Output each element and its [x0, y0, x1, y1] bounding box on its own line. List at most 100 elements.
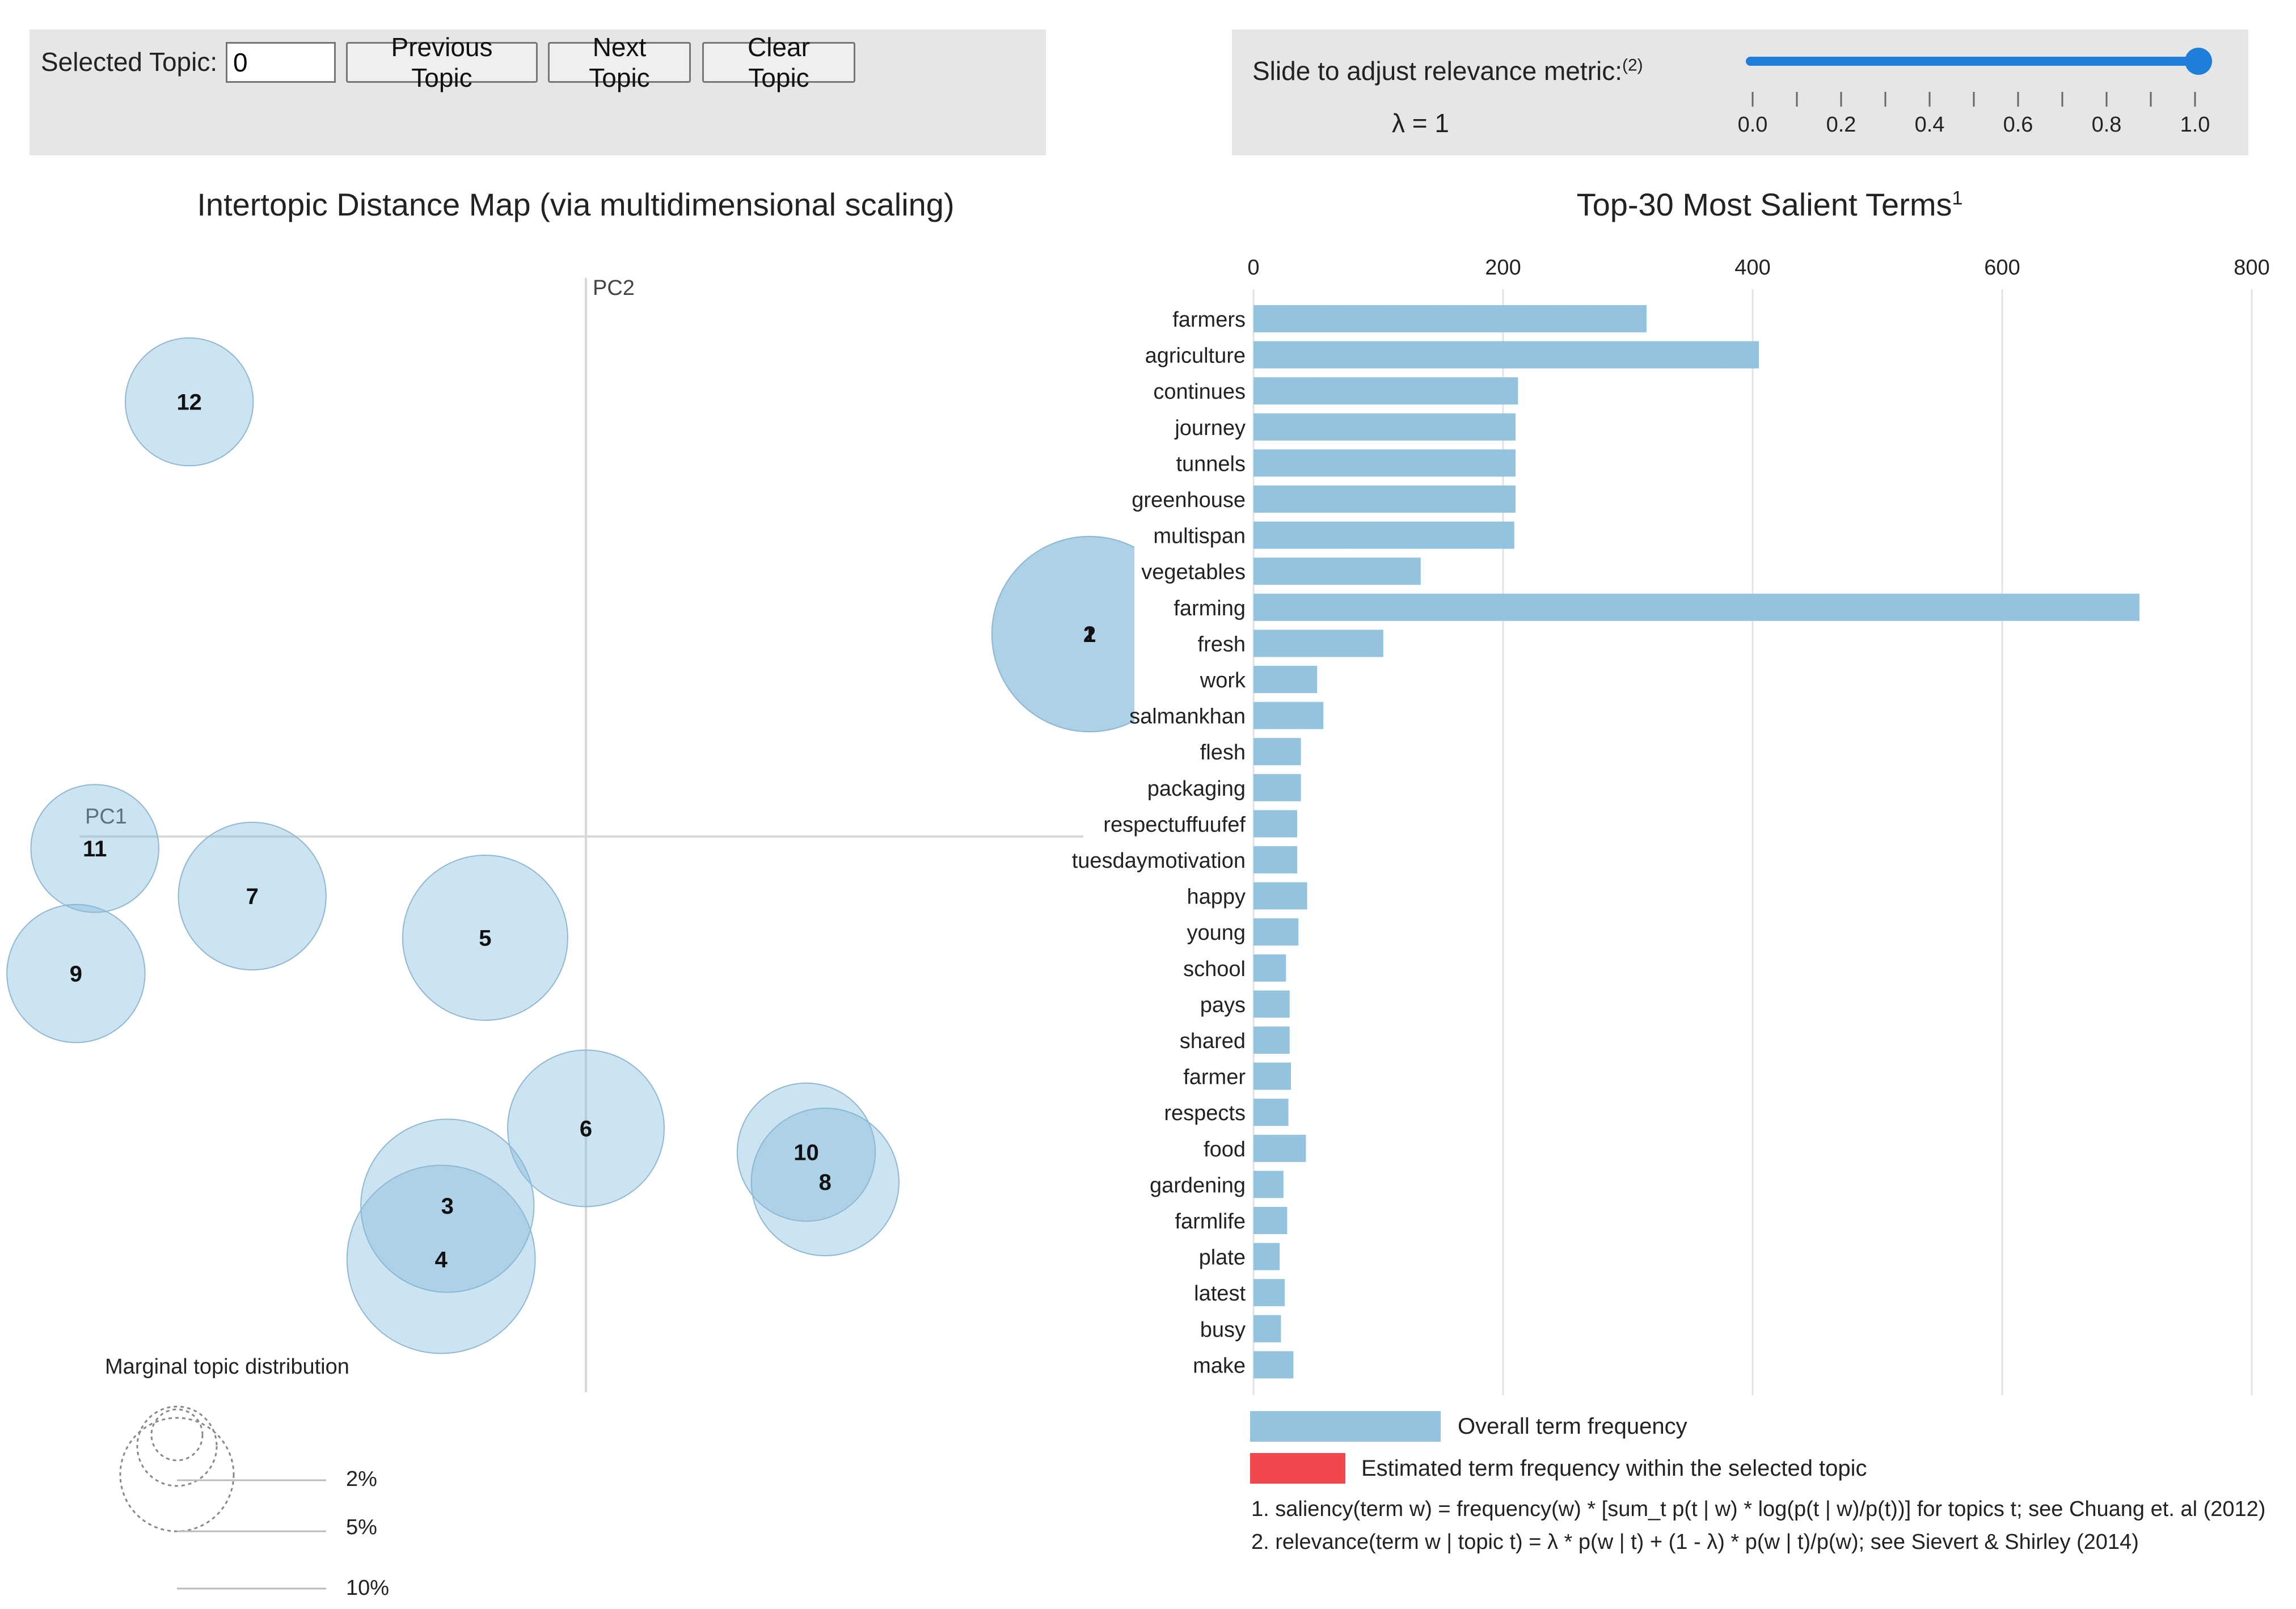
term-bar-school[interactable] — [1253, 954, 1286, 982]
term-bar-latest[interactable] — [1253, 1279, 1285, 1307]
legend-level-5: 5% — [346, 1515, 377, 1539]
term-label[interactable]: busy — [1200, 1318, 1246, 1342]
term-bar-respectuffuufef[interactable] — [1253, 810, 1297, 838]
term-bar-respects[interactable] — [1253, 1099, 1289, 1126]
slider-tick-label: 1.0 — [2180, 113, 2210, 137]
term-label[interactable]: food — [1204, 1138, 1246, 1162]
term-bar-farmers[interactable] — [1253, 305, 1647, 332]
term-label[interactable]: farmer — [1183, 1066, 1246, 1089]
term-bar-farming[interactable] — [1253, 593, 2139, 621]
term-label[interactable]: pays — [1200, 993, 1246, 1017]
term-bar-pays[interactable] — [1253, 990, 1290, 1018]
term-bar-happy[interactable] — [1253, 882, 1307, 910]
topic-label-11: 11 — [83, 837, 107, 861]
term-bar-agriculture[interactable] — [1253, 341, 1759, 369]
term-label[interactable]: respects — [1164, 1101, 1246, 1125]
legend-overall-label: Overall term frequency — [1458, 1414, 1687, 1439]
term-bar-fresh[interactable] — [1253, 630, 1383, 657]
term-bar-shared[interactable] — [1253, 1027, 1290, 1054]
slider-tick-label: 0.2 — [1826, 113, 1856, 137]
term-label[interactable]: young — [1187, 921, 1246, 945]
term-bar-farmer[interactable] — [1253, 1062, 1291, 1090]
term-label[interactable]: work — [1200, 669, 1246, 692]
term-bar-make[interactable] — [1253, 1351, 1294, 1379]
term-bar-journey[interactable] — [1253, 413, 1516, 441]
topic-bubble-6[interactable] — [507, 1049, 665, 1207]
topic-label-10: 10 — [794, 1141, 819, 1165]
topic-bubble-12[interactable] — [125, 337, 254, 467]
term-label[interactable]: journey — [1174, 416, 1246, 440]
term-label[interactable]: latest — [1194, 1282, 1246, 1306]
term-bar-multispan[interactable] — [1253, 521, 1514, 549]
salient-terms-legend: Overall term frequency Estimated term fr… — [1250, 1411, 1867, 1484]
term-label[interactable]: continues — [1153, 380, 1246, 404]
lambda-value: λ = 1 — [1392, 108, 1450, 138]
next-topic-button[interactable]: Next Topic — [548, 32, 691, 92]
previous-topic-button[interactable]: Previous Topic — [346, 32, 538, 92]
term-bar-food[interactable] — [1253, 1134, 1306, 1162]
relevance-panel — [1232, 29, 2248, 155]
term-label[interactable]: make — [1193, 1354, 1246, 1378]
term-label[interactable]: tunnels — [1176, 452, 1246, 476]
term-label[interactable]: respectuffuufef — [1103, 813, 1246, 837]
term-bar-farmlife[interactable] — [1253, 1207, 1288, 1234]
term-label[interactable]: fresh — [1198, 632, 1246, 656]
slider-tick-label: 0.4 — [1915, 113, 1945, 137]
selected-topic-label: Selected Topic: — [41, 47, 218, 77]
clear-topic-button[interactable]: Clear Topic — [702, 32, 855, 92]
footnote-relevance: 2. relevance(term w | topic t) = λ * p(w… — [1251, 1530, 2139, 1554]
term-label[interactable]: school — [1183, 957, 1246, 981]
topic-label-12: 12 — [176, 390, 202, 415]
term-bar-vegetables[interactable] — [1253, 558, 1421, 585]
term-bar-gardening[interactable] — [1253, 1171, 1284, 1198]
relevance-slider-thumb[interactable] — [2185, 48, 2212, 75]
relevance-slider-track[interactable] — [1746, 57, 2198, 66]
term-label[interactable]: multispan — [1153, 525, 1246, 548]
topic-label-9: 9 — [70, 962, 82, 987]
term-bar-busy[interactable] — [1253, 1315, 1281, 1342]
term-bar-tuesdaymotivation[interactable] — [1253, 846, 1297, 873]
term-bar-work[interactable] — [1253, 666, 1318, 693]
topic-bubble-3[interactable] — [360, 1118, 535, 1293]
term-bar-continues[interactable] — [1253, 377, 1518, 405]
term-bar-salmankhan[interactable] — [1253, 702, 1324, 729]
term-label[interactable]: plate — [1199, 1246, 1246, 1270]
term-label[interactable]: farming — [1174, 597, 1246, 620]
term-label[interactable]: farmers — [1172, 308, 1246, 332]
topic-label-8: 8 — [819, 1170, 832, 1195]
topic-bubble-2[interactable] — [991, 535, 1134, 733]
topic-bubble-5[interactable] — [402, 855, 568, 1021]
topic-bubble-10[interactable] — [736, 1082, 876, 1222]
term-label[interactable]: happy — [1187, 885, 1246, 909]
term-label[interactable]: gardening — [1150, 1173, 1246, 1197]
term-label[interactable]: packaging — [1147, 777, 1246, 801]
term-label[interactable]: flesh — [1200, 741, 1246, 765]
term-bar-flesh[interactable] — [1253, 738, 1301, 766]
term-bar-tunnels[interactable] — [1253, 449, 1516, 477]
term-label[interactable]: tuesdaymotivation — [1072, 849, 1246, 873]
term-bar-plate[interactable] — [1253, 1243, 1280, 1270]
term-label[interactable]: farmlife — [1175, 1210, 1246, 1234]
term-label[interactable]: agriculture — [1145, 344, 1246, 368]
term-bar-young[interactable] — [1253, 918, 1299, 946]
topic-label-7: 7 — [246, 884, 259, 909]
legend-level-2: 2% — [346, 1467, 377, 1491]
topic-bubble-7[interactable] — [178, 821, 327, 971]
term-label[interactable]: shared — [1180, 1029, 1246, 1053]
slider-tick-label: 0.0 — [1738, 113, 1768, 137]
relevance-footnote-mark: (2) — [1622, 56, 1643, 75]
term-bar-packaging[interactable] — [1253, 774, 1301, 801]
x-tick-label: 200 — [1485, 256, 1521, 280]
legend-topic-label: Estimated term frequency within the sele… — [1361, 1456, 1867, 1481]
topic-bubble-11[interactable] — [30, 784, 159, 913]
term-bar-greenhouse[interactable] — [1253, 485, 1516, 513]
topic-bubble-4[interactable] — [346, 1164, 536, 1354]
term-label[interactable]: salmankhan — [1129, 705, 1246, 729]
relevance-slider-ticks: 0.0 0.2 0.4 0.6 0.8 1.0 — [1738, 92, 2210, 137]
term-label[interactable]: vegetables — [1141, 560, 1246, 584]
slider-tick-label: 0.8 — [2092, 113, 2122, 137]
selected-topic-input[interactable] — [226, 42, 336, 83]
term-label[interactable]: greenhouse — [1132, 488, 1246, 512]
topic-bubble-9[interactable] — [6, 903, 146, 1044]
